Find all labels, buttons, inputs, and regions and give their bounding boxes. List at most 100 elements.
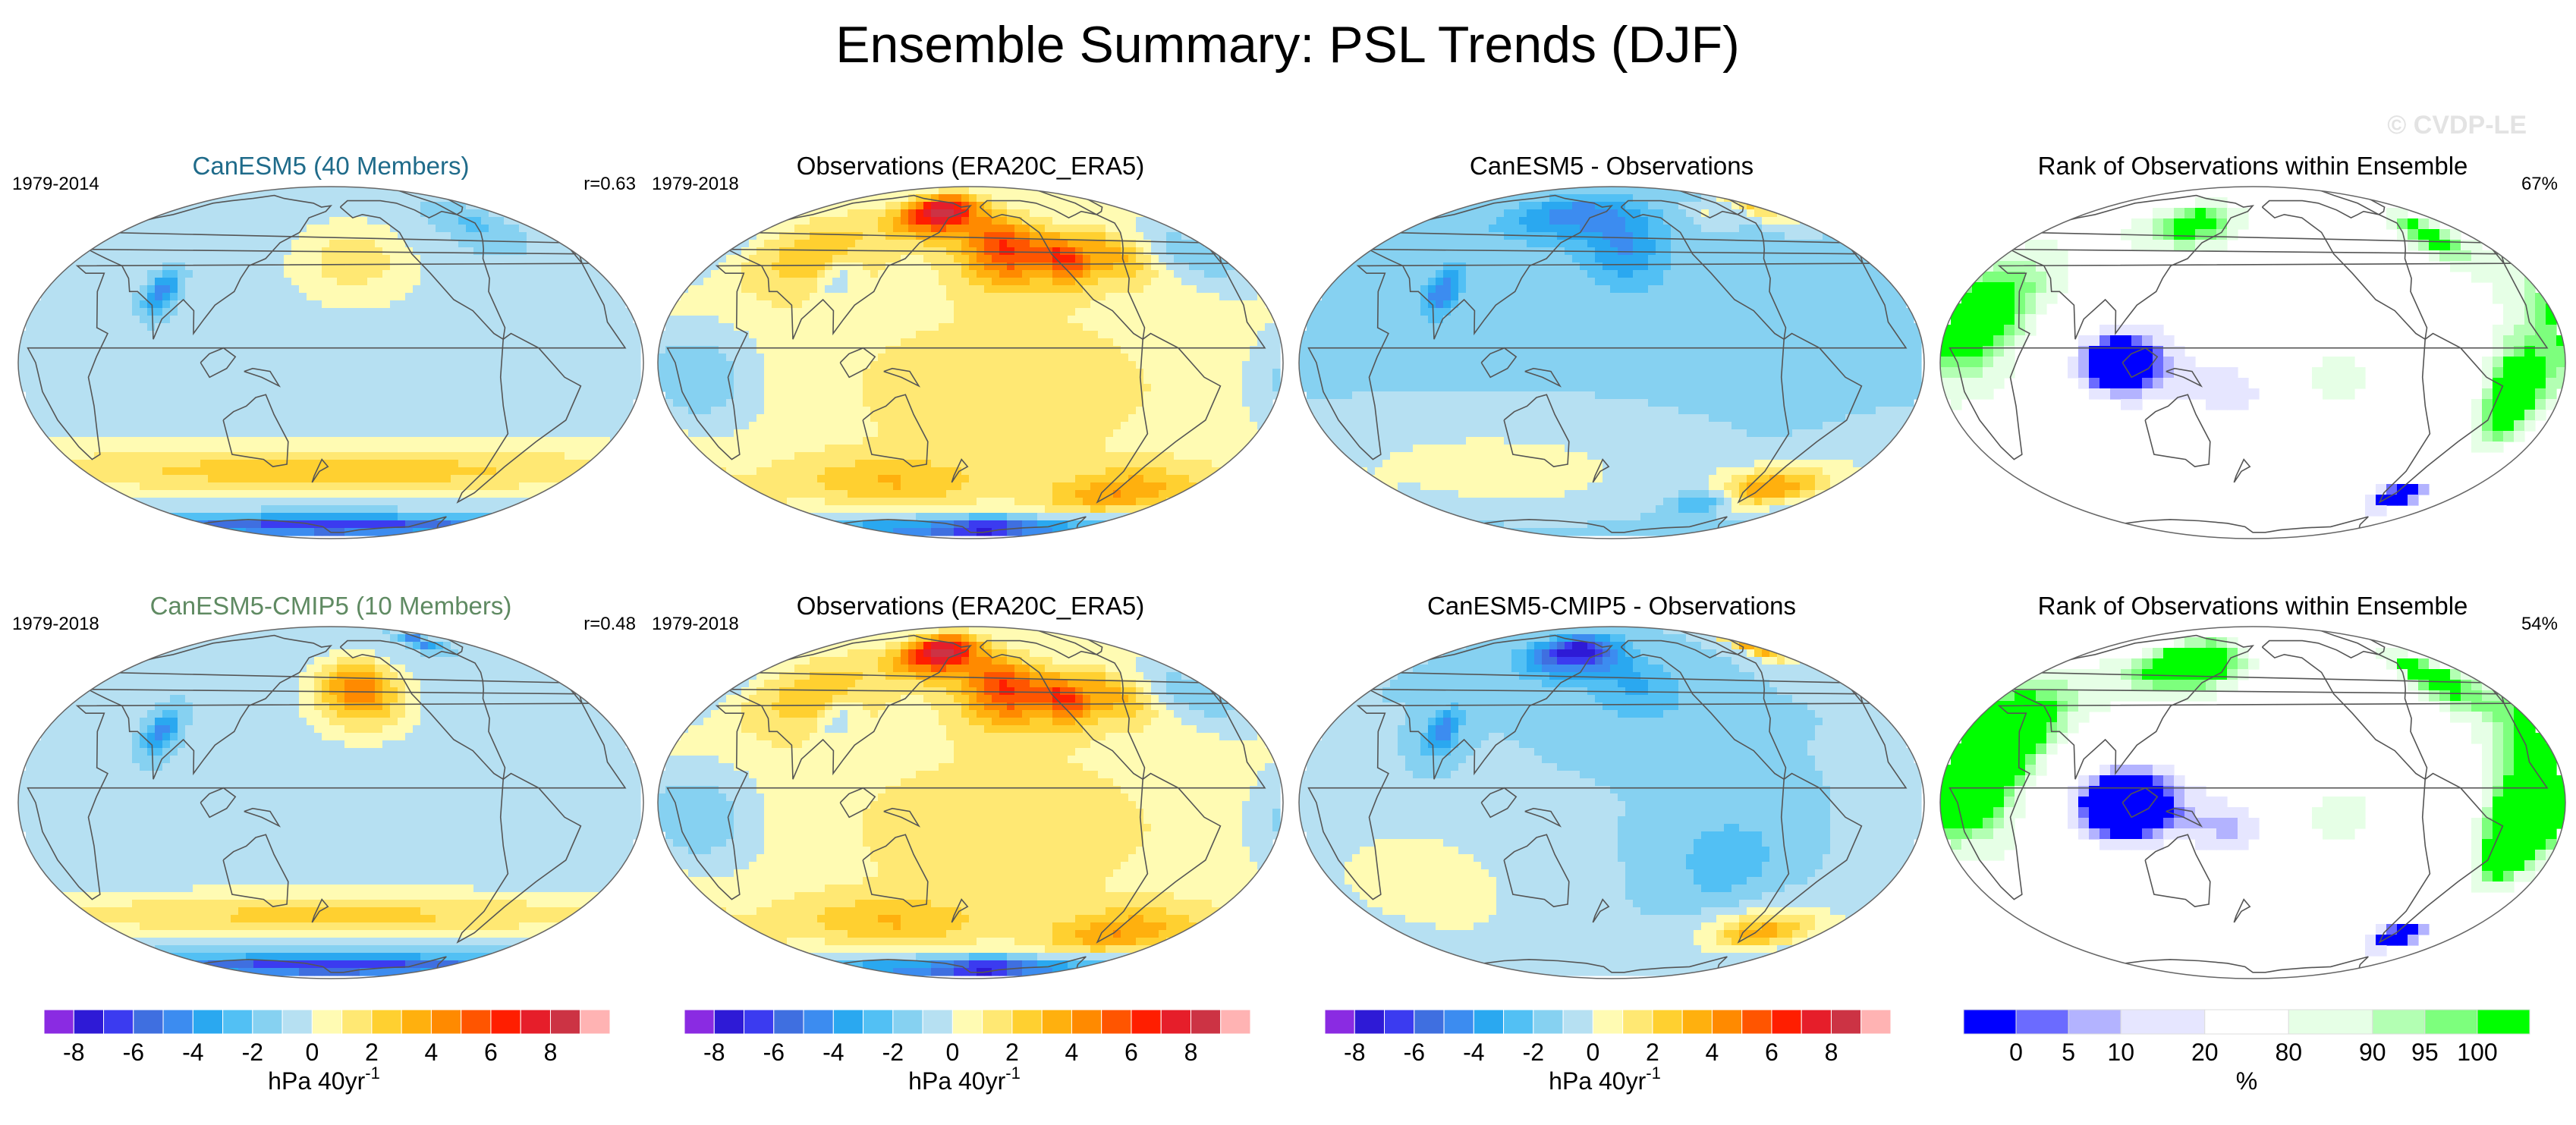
field-cell [719, 331, 727, 339]
field-cell [375, 429, 383, 438]
field-cell [269, 338, 277, 347]
field-cell [602, 391, 611, 400]
field-cell [170, 202, 178, 210]
field-cell [519, 262, 527, 271]
field-cell [1189, 338, 1197, 347]
field-cell [787, 232, 795, 240]
field-cell [307, 361, 315, 369]
field-cell [170, 384, 178, 392]
field-cell [901, 316, 909, 324]
field-cell [825, 361, 833, 369]
field-cell [1212, 255, 1220, 263]
field-cell [618, 323, 626, 332]
field-cell [215, 407, 224, 415]
field-cell [329, 285, 338, 294]
field-cell [534, 270, 543, 278]
field-cell [200, 452, 209, 460]
field-cell [451, 338, 459, 347]
field-cell [413, 194, 421, 203]
field-cell [1204, 285, 1213, 294]
field-cell [534, 482, 543, 491]
field-cell [1075, 361, 1084, 369]
field-cell [741, 247, 750, 256]
field-cell [931, 323, 939, 332]
field-cell [580, 270, 588, 278]
field-cell [719, 323, 727, 332]
field-cell [534, 232, 543, 240]
field-cell [1242, 278, 1250, 286]
field-cell [200, 460, 209, 468]
field-cell [1151, 323, 1159, 332]
field-cell [681, 346, 689, 354]
field-cell [132, 300, 140, 309]
field-cell [428, 270, 436, 278]
field-cell [140, 445, 148, 453]
field-cell [481, 490, 489, 498]
field-cell [398, 300, 406, 309]
field-cell [1181, 338, 1190, 347]
field-cell [18, 361, 27, 369]
field-cell [549, 240, 558, 248]
field-cell [390, 520, 398, 529]
field-cell [565, 467, 573, 476]
field-cell [1219, 369, 1228, 377]
field-cell [390, 346, 398, 354]
field-cell [337, 316, 345, 324]
field-cell [360, 316, 368, 324]
field-cell [946, 376, 955, 385]
field-cell [741, 270, 750, 278]
field-cell [969, 300, 977, 309]
field-cell [840, 369, 848, 377]
field-cell [1098, 346, 1106, 354]
field-cell [208, 384, 216, 392]
field-cell [329, 354, 338, 362]
field-cell [696, 384, 704, 392]
field-cell [1174, 323, 1182, 332]
field-cell [367, 422, 376, 430]
field-cell [931, 300, 939, 309]
field-cell [26, 399, 34, 407]
field-cell [344, 255, 353, 263]
field-cell [1242, 354, 1250, 362]
field-cell [618, 331, 626, 339]
field-cell [162, 300, 171, 309]
field-cell [208, 354, 216, 362]
field-cell [155, 452, 163, 460]
field-cell [1197, 384, 1205, 392]
field-cell [946, 354, 955, 362]
field-cell [1143, 338, 1152, 347]
field-cell [246, 460, 254, 468]
field-cell [124, 323, 133, 332]
field-cell [284, 285, 292, 294]
field-cell [794, 285, 803, 294]
field-cell [832, 262, 841, 271]
field-cell [1197, 285, 1205, 294]
field-cell [855, 225, 863, 233]
field-cell [481, 323, 489, 332]
field-cell [322, 270, 330, 278]
field-cell [79, 354, 87, 362]
field-cell [291, 505, 300, 514]
field-cell [901, 376, 909, 385]
field-cell [817, 278, 826, 286]
field-cell [420, 232, 429, 240]
field-cell [999, 285, 1008, 294]
field-cell [473, 513, 482, 521]
field-cell [443, 338, 451, 347]
field-cell [878, 376, 886, 385]
field-cell [572, 414, 580, 423]
field-cell [688, 293, 697, 301]
field-cell [458, 482, 467, 491]
field-cell [276, 225, 285, 233]
field-cell [1098, 209, 1106, 218]
field-cell [307, 475, 315, 483]
field-cell [382, 399, 391, 407]
field-cell [961, 376, 970, 385]
field-cell [840, 346, 848, 354]
field-cell [817, 232, 826, 240]
field-cell [565, 247, 573, 256]
field-cell [595, 316, 603, 324]
field-cell [999, 209, 1008, 218]
field-cell [893, 308, 901, 316]
field-cell [428, 300, 436, 309]
